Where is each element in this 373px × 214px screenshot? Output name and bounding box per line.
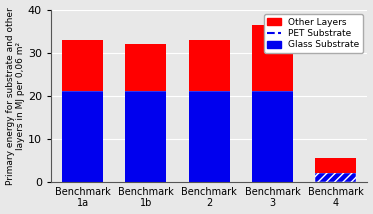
Bar [315, 173, 356, 182]
Bar [252, 91, 293, 182]
Bar [189, 40, 230, 91]
Bar [189, 91, 230, 182]
Legend: Other Layers, PET Substrate, Glass Substrate: Other Layers, PET Substrate, Glass Subst… [264, 14, 363, 53]
Bar [62, 40, 103, 91]
Y-axis label: Primary energy for substrate and other
layers in MJ per 0,06 m²: Primary energy for substrate and other l… [6, 7, 25, 185]
Bar [252, 25, 293, 91]
Bar [125, 44, 166, 91]
Bar [315, 158, 356, 173]
Bar [125, 91, 166, 182]
Bar [62, 91, 103, 182]
